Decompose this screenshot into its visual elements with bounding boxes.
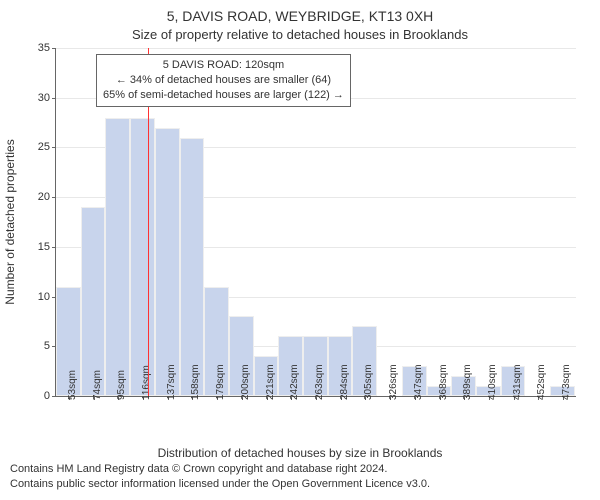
xtick-label: 368sqm <box>438 364 449 400</box>
xtick-label: 200sqm <box>240 364 251 400</box>
ytick-label: 0 <box>44 390 50 402</box>
ytick-label: 5 <box>44 340 50 352</box>
xtick-label: 263sqm <box>314 364 325 400</box>
xtick-label: 326sqm <box>388 364 399 400</box>
annotation-line: 5 DAVIS ROAD: 120sqm <box>103 58 344 73</box>
annotation-box: 5 DAVIS ROAD: 120sqm← 34% of detached ho… <box>96 54 351 107</box>
xtick-label: 116sqm <box>141 365 152 400</box>
xtick-label: 410sqm <box>487 364 498 400</box>
copyright-line-2: Contains public sector information licen… <box>10 477 430 492</box>
annotation-line: 65% of semi-detached houses are larger (… <box>103 88 344 103</box>
histogram-bar <box>81 207 106 396</box>
xtick-label: 158sqm <box>190 364 201 400</box>
y-axis-label: Number of detached properties <box>3 139 17 304</box>
ytick-label: 35 <box>38 42 50 54</box>
xtick-label: 179sqm <box>215 364 226 400</box>
ytick-label: 10 <box>38 291 50 303</box>
copyright-text: Contains HM Land Registry data © Crown c… <box>10 462 430 492</box>
ytick-mark <box>52 197 56 198</box>
xtick-label: 242sqm <box>289 364 300 400</box>
ytick-mark <box>52 48 56 49</box>
ytick-mark <box>52 147 56 148</box>
chart-title: 5, DAVIS ROAD, WEYBRIDGE, KT13 0XH <box>0 8 600 24</box>
xtick-label: 137sqm <box>166 364 177 400</box>
xtick-label: 74sqm <box>92 370 103 400</box>
xtick-label: 95sqm <box>116 370 127 400</box>
ytick-label: 20 <box>38 191 50 203</box>
chart-container: 5, DAVIS ROAD, WEYBRIDGE, KT13 0XH Size … <box>0 0 600 500</box>
chart-subtitle: Size of property relative to detached ho… <box>0 27 600 42</box>
xtick-label: 431sqm <box>512 364 523 400</box>
xtick-label: 452sqm <box>536 364 547 400</box>
ytick-label: 30 <box>38 92 50 104</box>
xtick-label: 347sqm <box>413 364 424 400</box>
copyright-line-1: Contains HM Land Registry data © Crown c… <box>10 462 430 477</box>
gridline <box>56 48 576 49</box>
xtick-label: 53sqm <box>67 370 78 400</box>
ytick-mark <box>52 396 56 397</box>
annotation-line: ← 34% of detached houses are smaller (64… <box>103 73 344 88</box>
ytick-label: 25 <box>38 141 50 153</box>
xtick-label: 389sqm <box>462 364 473 400</box>
histogram-bar <box>130 118 155 396</box>
ytick-label: 15 <box>38 241 50 253</box>
histogram-bar <box>155 128 180 396</box>
ytick-mark <box>52 98 56 99</box>
histogram-bar <box>105 118 130 396</box>
x-axis-label: Distribution of detached houses by size … <box>0 446 600 460</box>
xtick-label: 305sqm <box>363 364 374 400</box>
ytick-mark <box>52 247 56 248</box>
xtick-label: 284sqm <box>339 364 350 400</box>
xtick-label: 221sqm <box>265 364 276 400</box>
xtick-label: 473sqm <box>561 364 572 400</box>
plot-area: 0510152025303553sqm74sqm95sqm116sqm137sq… <box>55 48 576 397</box>
histogram-bar <box>180 138 205 397</box>
